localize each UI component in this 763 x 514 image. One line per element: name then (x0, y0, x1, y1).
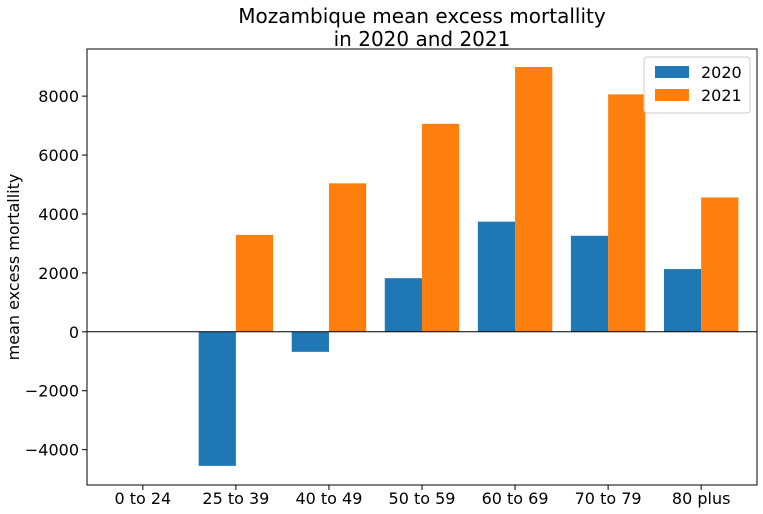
x-tick-label: 50 to 59 (389, 489, 456, 508)
x-tick-label: 70 to 79 (575, 489, 642, 508)
bar-2021-80-plus (701, 197, 739, 332)
x-tick-label: 60 to 69 (482, 489, 549, 508)
bar-2020-80-plus (663, 269, 702, 332)
bar-2020-25-to-39 (198, 331, 236, 466)
y-tick-label: −2000 (25, 382, 79, 401)
chart-title-line-1: Mozambique mean excess mortallity (238, 4, 606, 28)
y-tick-label: 6000 (38, 146, 79, 165)
x-axis-ticks: 0 to 24 25 to 39 40 to 49 50 to 59 60 to 69 7… (114, 485, 730, 508)
x-tick-label: 25 to 39 (202, 489, 269, 508)
y-tick-label: 8000 (38, 87, 79, 106)
bar-2021-50-to-59 (422, 123, 460, 332)
bar-2021-60-to-69 (515, 66, 553, 332)
bar-2021-70-to-79 (608, 94, 646, 332)
legend-swatch-2021 (655, 89, 689, 101)
legend-label-2021: 2021 (701, 86, 742, 105)
bar-2020-50-to-59 (384, 278, 422, 332)
bar-2020-70-to-79 (570, 235, 609, 332)
bar-2021-40-to-49 (328, 183, 367, 332)
legend-swatch-2020 (655, 66, 689, 78)
y-axis-ticks: −4000 −2000 0 2000 4000 6000 8000 (25, 87, 87, 460)
x-tick-label: 80 plus (672, 489, 731, 508)
legend-label-2020: 2020 (701, 63, 742, 82)
y-tick-label: 0 (69, 323, 79, 342)
y-axis-label: mean excess mortallity (4, 174, 23, 361)
y-tick-label: 2000 (38, 264, 79, 283)
x-tick-label: 0 to 24 (114, 489, 171, 508)
bars-group (198, 66, 739, 466)
bar-2020-40-to-49 (291, 331, 329, 352)
bar-2020-60-to-69 (477, 221, 516, 332)
y-tick-label: 4000 (38, 205, 79, 224)
legend: 2020 2021 (643, 56, 751, 114)
y-tick-label: −4000 (25, 441, 79, 460)
chart-title-line-2: in 2020 and 2021 (334, 27, 511, 51)
bar-2021-25-to-39 (235, 234, 274, 332)
x-tick-label: 40 to 49 (295, 489, 362, 508)
